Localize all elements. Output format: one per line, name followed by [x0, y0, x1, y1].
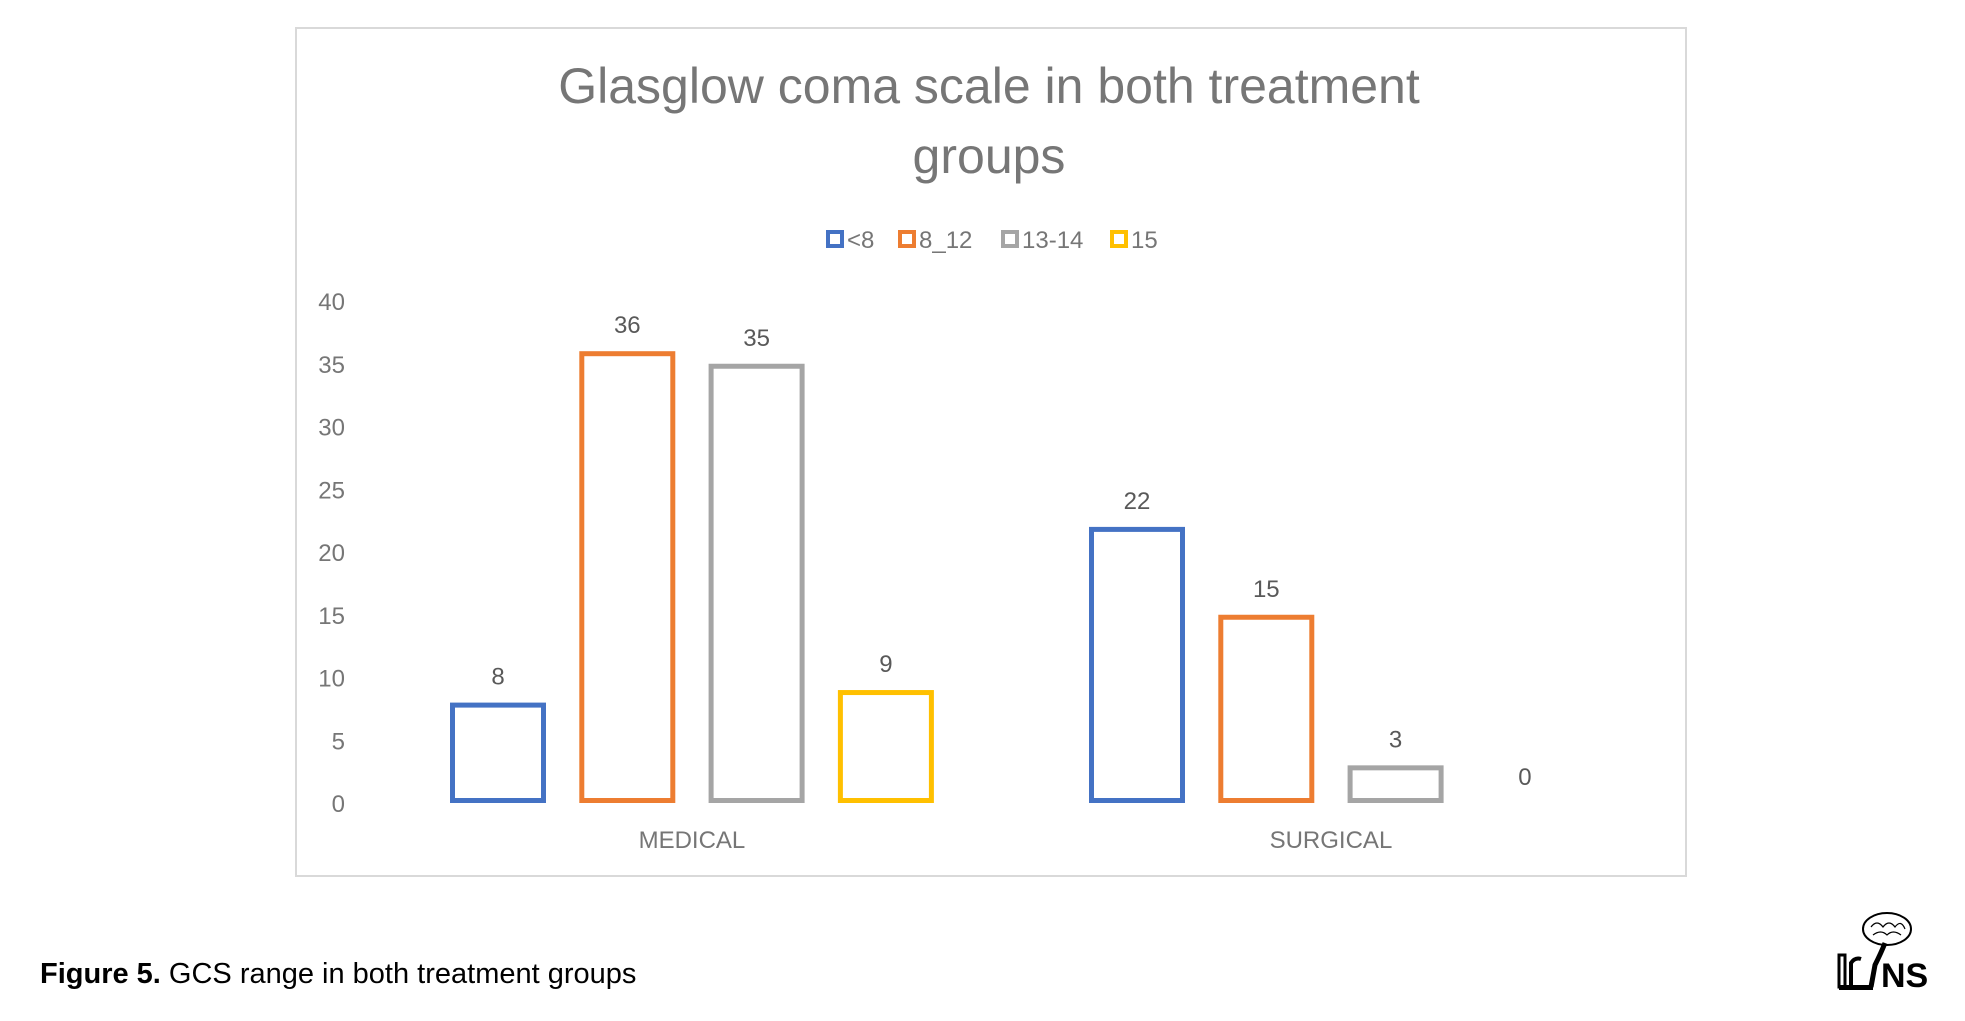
- y-tick-label: 25: [318, 477, 345, 504]
- y-tick-label: 15: [318, 603, 345, 630]
- legend-swatch: [898, 230, 916, 248]
- data-label: 35: [743, 325, 770, 352]
- y-axis: 0 5 10 15 20 25 30 35 40: [318, 289, 345, 818]
- data-label: 15: [1253, 576, 1280, 603]
- data-label: 8: [491, 664, 504, 691]
- data-label: 3: [1389, 726, 1402, 753]
- caption-label: Figure 5.: [40, 958, 161, 990]
- legend-swatch: [1001, 230, 1019, 248]
- bar: [1218, 614, 1315, 803]
- chart-title-line-1: Glasglow coma scale in both treatment: [558, 58, 1420, 114]
- y-tick-label: 10: [318, 666, 345, 693]
- figure-caption: Figure 5. GCS range in both treatment gr…: [40, 958, 636, 991]
- bar: [579, 351, 676, 803]
- bar: [708, 363, 805, 803]
- y-tick-label: 30: [318, 415, 345, 442]
- irjns-logo: NS: [1837, 912, 1928, 993]
- y-tick-label: 35: [318, 352, 345, 379]
- bars: 8 36 35 9 22 15 3 0: [450, 312, 1532, 804]
- data-label: 0: [1518, 764, 1531, 791]
- data-label: 9: [879, 651, 892, 678]
- chart-title-line-2: groups: [913, 128, 1066, 184]
- y-tick-label: 5: [332, 728, 345, 755]
- legend: <8 8_12 13-14 15: [826, 227, 1158, 254]
- bar: [837, 690, 934, 803]
- y-tick-label: 0: [332, 791, 345, 818]
- data-label: 22: [1124, 488, 1151, 515]
- svg-text:NS: NS: [1881, 957, 1928, 993]
- caption-text: GCS range in both treatment groups: [160, 958, 637, 990]
- bar: [450, 702, 546, 803]
- y-tick-label: 40: [318, 289, 345, 316]
- chart-border: [295, 27, 1687, 877]
- y-tick-label: 20: [318, 540, 345, 567]
- x-category-label: MEDICAL: [639, 827, 746, 854]
- data-label: 36: [614, 312, 641, 339]
- bar: [1347, 765, 1444, 803]
- legend-label: 15: [1131, 227, 1158, 254]
- legend-label: 13-14: [1022, 227, 1083, 254]
- x-category-label: SURGICAL: [1270, 827, 1393, 854]
- legend-swatch: [826, 230, 844, 248]
- x-axis: MEDICAL SURGICAL: [639, 827, 1393, 854]
- legend-label: 8_12: [919, 227, 972, 254]
- bar: [1089, 526, 1185, 804]
- legend-label: <8: [847, 227, 874, 254]
- legend-swatch: [1110, 230, 1128, 248]
